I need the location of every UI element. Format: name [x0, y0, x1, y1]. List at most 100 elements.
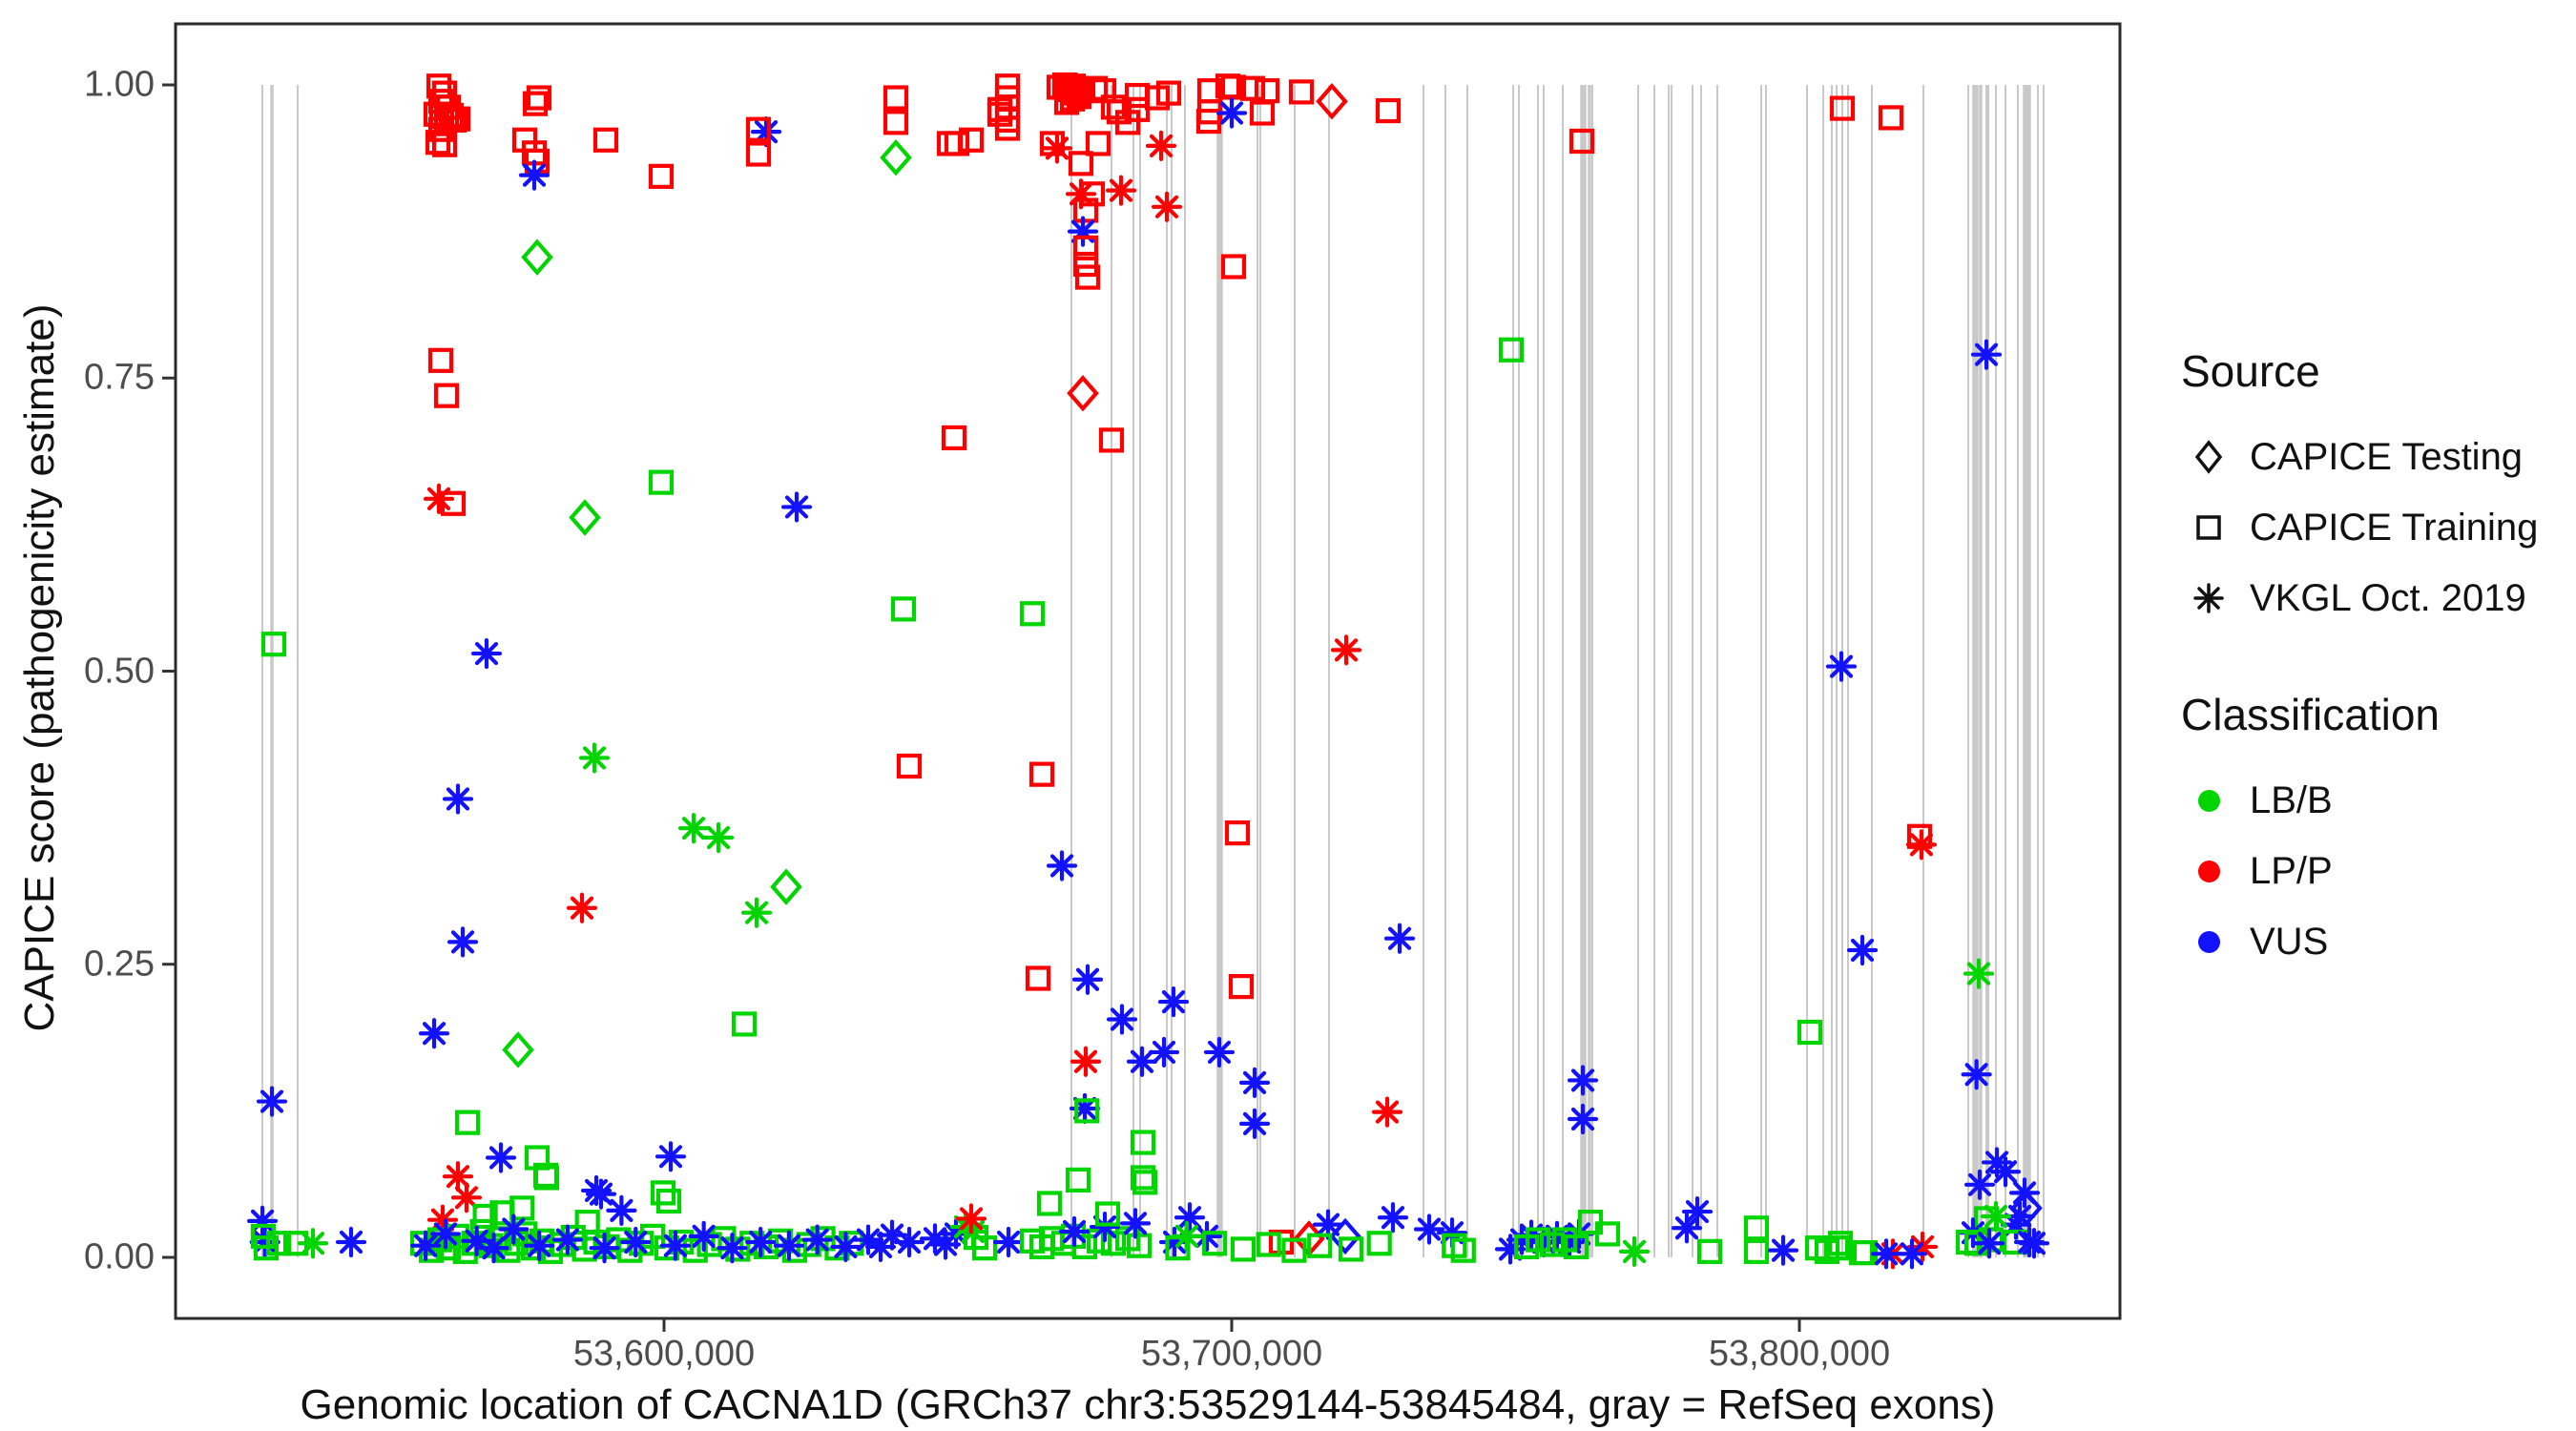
data-point [941, 425, 967, 451]
legend-source: Source CAPICE Testing CAPICE Training [2181, 345, 2563, 633]
data-point [260, 632, 287, 657]
data-point [770, 868, 802, 905]
legend-item-vkgl: VKGL Oct. 2019 [2181, 563, 2563, 633]
data-point [2018, 1228, 2050, 1259]
data-point [994, 115, 1021, 141]
legend-item-label: LB/B [2250, 778, 2333, 821]
data-point [522, 91, 549, 116]
y-tick-label: 0.75 [84, 357, 155, 398]
data-point [648, 163, 675, 189]
data-point [1249, 100, 1276, 126]
legend-item-capice-testing: CAPICE Testing [2181, 422, 2563, 492]
data-point [648, 469, 675, 495]
data-point [1202, 1231, 1228, 1256]
data-point [659, 1230, 692, 1261]
data-point [1046, 74, 1072, 100]
data-point [1567, 1065, 1599, 1096]
data-point [971, 1235, 998, 1261]
data-point [1568, 128, 1595, 155]
data-point [606, 1194, 637, 1226]
panel-border [174, 22, 2122, 1320]
data-point [1151, 191, 1183, 222]
legend-item-lpp: LP/P [2181, 836, 2563, 906]
data-point [569, 499, 601, 536]
data-point [1036, 1191, 1063, 1216]
data-point [523, 1230, 555, 1261]
data-point [1079, 181, 1106, 207]
data-point [1068, 151, 1094, 176]
data-point [1072, 251, 1099, 278]
x-axis-title: Genomic location of CACNA1D (GRCh37 chr3… [300, 1381, 1996, 1428]
data-point [1126, 1046, 1158, 1077]
data-point [433, 383, 460, 408]
data-point [1905, 829, 1938, 861]
data-point [578, 742, 611, 774]
data-point [936, 131, 963, 156]
diamond-icon [2181, 436, 2236, 478]
x-tick-label: 53,800,000 [1708, 1334, 1891, 1374]
data-point [883, 110, 909, 135]
data-point [1065, 1167, 1091, 1192]
data-point [650, 1180, 676, 1206]
data-point [502, 1031, 534, 1068]
data-point [1028, 761, 1055, 787]
legend-item-label: VUS [2250, 920, 2329, 963]
x-tick-label: 53,600,000 [572, 1334, 756, 1374]
data-point [1130, 1130, 1156, 1155]
data-point [423, 483, 455, 514]
data-point [410, 1230, 442, 1261]
data-point [1145, 130, 1177, 162]
data-point [896, 753, 923, 779]
data-point [1203, 1036, 1236, 1068]
data-point [1846, 934, 1879, 966]
data-point [1072, 197, 1099, 223]
data-point [472, 1203, 498, 1230]
data-point [574, 1210, 600, 1235]
data-point [1338, 1236, 1364, 1262]
legend-item-label: LP/P [2250, 849, 2333, 892]
data-point [478, 1233, 509, 1264]
green-dot-icon [2181, 779, 2236, 821]
data-point [265, 1231, 292, 1256]
data-point [447, 926, 479, 958]
data-point [1743, 1238, 1770, 1264]
data-point [1119, 1208, 1152, 1239]
legend-item-vus: VUS [2181, 906, 2563, 977]
data-point [893, 1226, 925, 1258]
data-point [1377, 1202, 1409, 1234]
data-point [1618, 1235, 1651, 1267]
data-point [1132, 1170, 1158, 1195]
legend-classification-title: Classification [2181, 690, 2440, 739]
data-point [592, 127, 619, 153]
data-point [1157, 985, 1190, 1018]
data-point [688, 1220, 719, 1252]
data-point [1058, 1215, 1091, 1248]
data-point [1238, 1108, 1271, 1139]
data-point [521, 238, 553, 276]
data-point [883, 85, 909, 111]
data-point [1963, 958, 1995, 989]
data-point [1870, 1238, 1902, 1270]
data-point [297, 1228, 329, 1259]
data-point [1039, 131, 1066, 156]
data-point [830, 1231, 862, 1263]
legend-item-capice-training: CAPICE Training [2181, 492, 2563, 563]
data-point [1498, 337, 1525, 363]
data-point [489, 1200, 515, 1226]
data-point [1563, 1234, 1589, 1260]
data-point [1288, 79, 1315, 105]
legend-source-title: Source [2181, 346, 2320, 396]
data-point [1126, 1233, 1153, 1258]
data-point [1224, 820, 1251, 846]
data-point [801, 1224, 833, 1255]
data-point [442, 1161, 474, 1192]
data-point [454, 1110, 481, 1135]
data-point [1825, 651, 1858, 682]
data-point [440, 490, 467, 516]
data-point [1450, 1237, 1476, 1263]
data-point [498, 1213, 530, 1245]
data-point [442, 783, 474, 815]
data-point [1981, 1147, 2013, 1178]
data-point [1228, 974, 1255, 1000]
